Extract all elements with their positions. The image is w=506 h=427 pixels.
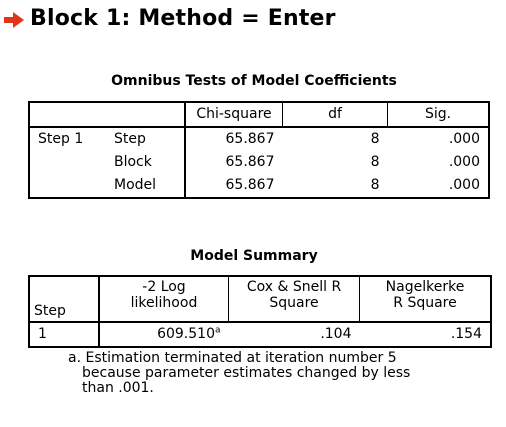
header-nagelkerke: Nagelkerke R Square [359, 276, 491, 323]
block-title: Block 1: Method = Enter [30, 6, 336, 31]
header-df: df [282, 102, 388, 128]
row-label: Model [114, 177, 157, 193]
cell-sig: .000 [448, 131, 480, 147]
header-chi-square: Chi-square [184, 102, 283, 128]
omnibus-caption: Omnibus Tests of Model Coefficients [111, 73, 397, 89]
cell-cox-snell: .104 [320, 326, 352, 342]
omnibus-table: Chi-square df Sig. Step 1 Step 65.867 8 … [28, 101, 490, 199]
cell-chi-square: 65.867 [184, 151, 283, 174]
cell-sig: .000 [448, 154, 480, 170]
cell-chi-square: 65.867 [184, 127, 283, 151]
table-row: Step 1 Step 65.867 8 .000 [29, 127, 489, 151]
cell-chi-square: 65.867 [184, 174, 283, 198]
cell-nagelkerke: .154 [450, 326, 482, 342]
table-header-row: Step -2 Log likelihood Cox & Snell R Squ… [29, 276, 491, 323]
model-summary-table: Step -2 Log likelihood Cox & Snell R Squ… [28, 275, 492, 348]
header-loglik: -2 Log likelihood [98, 276, 229, 323]
cell-df: 8 [370, 154, 380, 170]
table-header-row: Chi-square df Sig. [29, 102, 489, 128]
cell-sig: .000 [448, 177, 480, 193]
header-cox-snell: Cox & Snell R Square [228, 276, 360, 323]
table-row: Model 65.867 8 .000 [29, 174, 489, 198]
table-row: Block 65.867 8 .000 [29, 151, 489, 174]
row-label: Block [114, 154, 152, 170]
footnote: a. Estimation terminated at iteration nu… [68, 350, 411, 396]
table-row: 1 609.510a .104 .154 [29, 322, 491, 347]
header-sig: Sig. [387, 102, 489, 128]
cell-df: 8 [370, 131, 380, 147]
cell-df: 8 [370, 177, 380, 193]
model-summary-caption: Model Summary [190, 248, 318, 264]
cell-loglik: 609.510a [98, 322, 229, 347]
row-label: Step [114, 131, 146, 147]
header-step: Step [29, 276, 99, 323]
cell-step: 1 [38, 326, 47, 342]
arrow-right-icon [4, 12, 24, 28]
step-group-label: Step 1 [38, 131, 84, 147]
